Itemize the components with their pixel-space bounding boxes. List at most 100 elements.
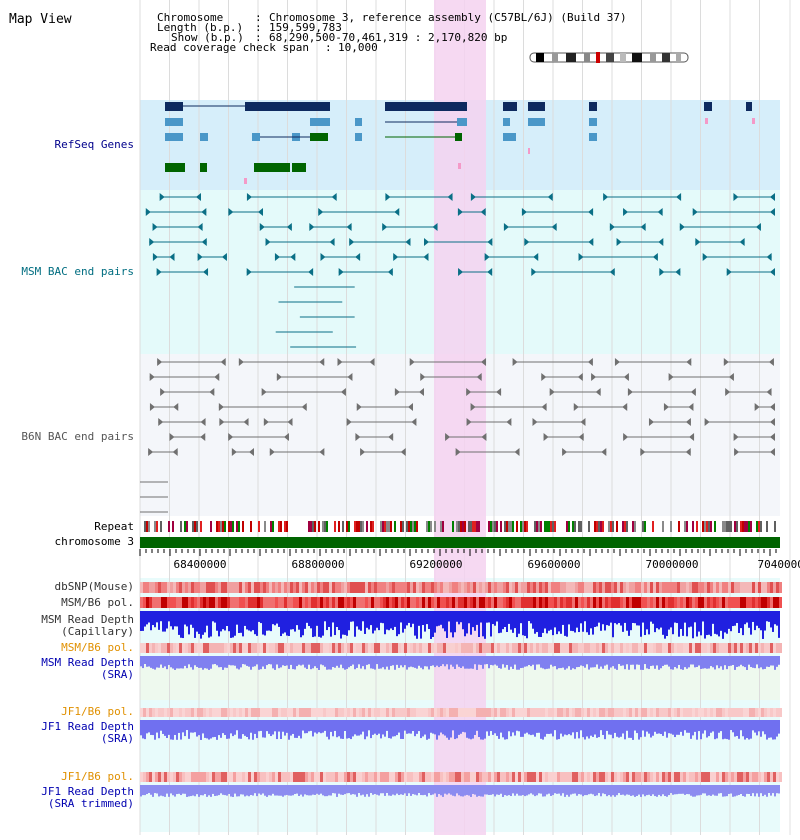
repeat-element <box>146 521 148 532</box>
msm-depth-capillary <box>162 611 164 632</box>
refseq-gene <box>310 133 328 141</box>
msm-pol-strip <box>755 597 758 608</box>
dbsnp-strip <box>461 582 464 593</box>
jf1-depth-trimmed <box>700 785 702 795</box>
msm-pol-strip <box>614 643 617 653</box>
b6n-bac-pair <box>466 388 472 396</box>
msm-depth-sra <box>252 656 254 667</box>
msm-depth-capillary <box>292 611 294 630</box>
chromosome-ideogram[interactable] <box>529 52 689 63</box>
msm-depth-sra <box>562 656 564 668</box>
msm-pol-strip <box>464 597 467 608</box>
msm-pol-strip <box>380 597 383 608</box>
msm-bac-pair <box>393 253 399 261</box>
msm-pol-strip <box>440 643 443 653</box>
msm-pol-strip <box>476 597 479 608</box>
b6n-bac-pair <box>356 403 362 411</box>
dbsnp-strip <box>575 582 578 593</box>
jf1-depth-sra <box>284 720 286 736</box>
repeat-element <box>520 521 522 532</box>
msm-pol-strip <box>209 643 212 653</box>
repeat-element <box>580 521 582 532</box>
msm-depth-sra <box>300 656 302 666</box>
jf1-pol-strip <box>629 708 632 717</box>
msm-depth-sra <box>598 656 600 669</box>
jf1-depth-trimmed <box>182 785 184 794</box>
jf1-depth-sra <box>750 720 752 739</box>
repeat-element <box>250 521 252 532</box>
msm-pol-strip <box>182 643 185 653</box>
jf1-depth-trimmed <box>592 785 594 795</box>
repeat-element <box>708 521 710 532</box>
jf1-depth-trimmed <box>626 785 628 795</box>
b6n-bac-pair <box>549 388 555 396</box>
jf1-depth-trimmed <box>540 785 542 794</box>
b6n-bac-pair <box>388 433 394 441</box>
jf1-depth-trimmed <box>696 785 698 796</box>
repeat-element <box>414 521 416 532</box>
jf1-depth-sra <box>244 720 246 736</box>
msm-depth-sra <box>164 656 166 667</box>
jf1-pol-strip <box>599 772 602 782</box>
jf1-depth-sra <box>682 720 684 736</box>
msm-pol-strip <box>761 597 764 608</box>
msm-depth-sra <box>308 656 310 665</box>
msm-depth-capillary <box>542 611 544 633</box>
msm-depth-sra <box>532 656 534 665</box>
dbsnp-strip <box>230 582 233 593</box>
msm-depth-capillary <box>712 611 714 624</box>
jf1-depth-sra <box>516 720 518 731</box>
msm-depth-sra <box>292 656 294 670</box>
msm-depth-sra <box>694 656 696 668</box>
msm-depth-sra <box>510 656 512 667</box>
jf1-pol-strip <box>698 772 701 782</box>
msm-depth-sra <box>664 656 666 665</box>
jf1-depth-sra <box>464 720 466 733</box>
jf1-pol-strip <box>569 708 572 717</box>
msm-depth-capillary <box>564 611 566 636</box>
jf1-pol-strip <box>548 772 551 782</box>
jf1-depth-sra <box>494 720 496 734</box>
jf1-depth-trimmed <box>514 785 516 796</box>
jf1-pol-strip <box>473 708 476 717</box>
msm-pol-strip <box>569 643 572 653</box>
msm-bac-pair <box>447 193 453 201</box>
msm-pol-strip <box>488 597 491 608</box>
jf1-depth-sra <box>652 720 654 736</box>
jf1-pol-strip <box>275 708 278 717</box>
jf1-pol-strip <box>758 772 761 782</box>
jf1-depth-sra <box>370 720 372 739</box>
jf1-pol-strip <box>221 772 224 782</box>
jf1-depth-trimmed <box>418 785 420 794</box>
jf1-pol-strip <box>263 708 266 717</box>
jf1-depth-trimmed <box>186 785 188 797</box>
msm-pol-strip <box>284 643 287 653</box>
msm-depth-sra <box>266 656 268 666</box>
jf1-depth-trimmed <box>728 785 730 794</box>
jf1-depth-sra <box>488 720 490 736</box>
jf1-pol-strip <box>602 708 605 717</box>
msm-depth-sra <box>540 656 542 668</box>
msm-pol-strip <box>758 643 761 653</box>
msm-depth-capillary <box>518 611 520 634</box>
msm-depth-sra <box>220 656 222 668</box>
jf1-pol-strip <box>161 772 164 782</box>
msm-depth-capillary <box>384 611 386 635</box>
jf1-pol-strip <box>719 708 722 717</box>
dbsnp-strip <box>344 582 347 593</box>
msm-depth-sra <box>524 656 526 667</box>
jf1-pol-strip <box>509 772 512 782</box>
msm-depth-capillary <box>304 611 306 629</box>
repeat-element <box>410 521 412 532</box>
msm-pol-strip <box>482 643 485 653</box>
jf1-depth-trimmed <box>544 785 546 797</box>
msm-pol-strip <box>221 643 224 653</box>
msm-depth-capillary <box>484 611 486 639</box>
msm-pol-strip <box>281 643 284 653</box>
msm-depth-capillary <box>204 611 206 633</box>
jf1-pol-strip <box>335 772 338 782</box>
msm-pol-strip <box>635 597 638 608</box>
msm-pol-strip <box>275 643 278 653</box>
dbsnp-strip <box>263 582 266 593</box>
msm-depth-capillary <box>318 611 320 637</box>
